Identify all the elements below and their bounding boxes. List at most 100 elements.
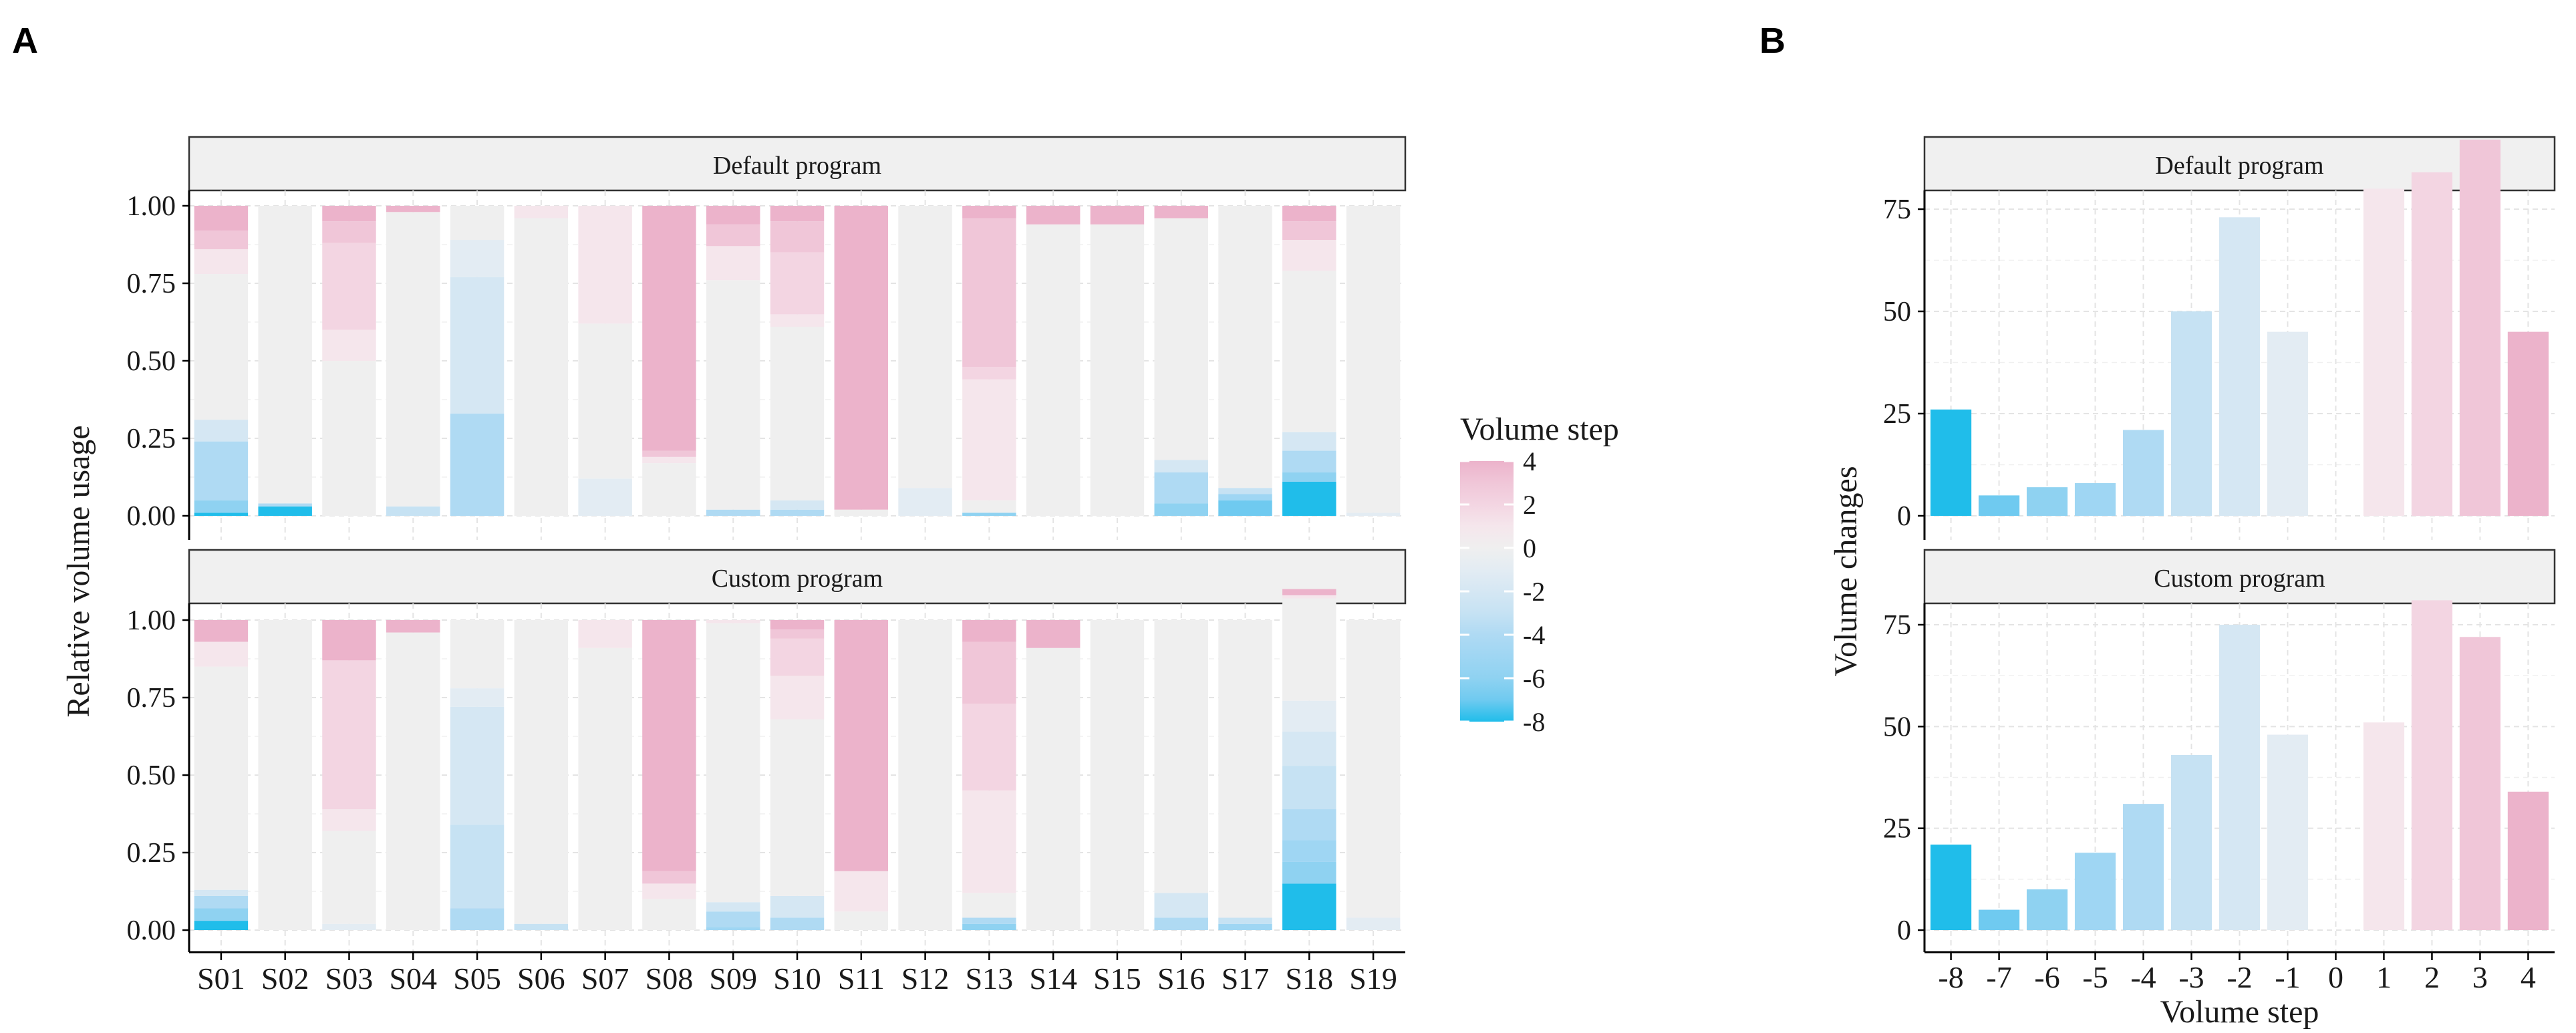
bar-segment-s03-step-1 [322,329,376,361]
bar-segment-s09-step-1 [706,620,760,623]
bar-segment-s03-step-1 [322,809,376,831]
bar-segment-s14-step-4 [1026,206,1081,225]
bar-segment-s01-step--2 [194,889,249,896]
x-tick-label-step: -4 [2130,960,2156,994]
bar-step-2 [2411,172,2453,516]
bar-segment-s19-step--1 [1346,512,1401,516]
bar-segment-s14-step-0 [1026,647,1081,930]
x-tick-label-s18: S18 [1286,962,1334,996]
bar-segment-s11-step-4 [834,206,889,510]
bar-segment-s07-step-0 [578,323,632,479]
x-tick-label-step: -2 [2227,960,2252,994]
bar-segment-s10-step-0 [770,326,825,500]
bar-segment-s05-step-0 [450,620,505,689]
x-tick-label-step: 0 [2328,960,2343,994]
bar-segment-s14-step-4 [1026,620,1081,648]
bar-segment-s19-step-0 [1346,620,1401,918]
bar-step--1 [2267,734,2309,930]
x-tick-label-s17: S17 [1222,962,1270,996]
bar-segment-s03-step--1 [322,923,376,930]
x-tick-label-s01: S01 [197,962,245,996]
bar-segment-s10-step--2 [770,500,825,510]
bar-segment-s06-step-0 [514,218,569,516]
x-tick-label-step: -7 [1986,960,2011,994]
bar-segment-s12-step-0 [898,620,952,930]
y-tick-label-b: 25 [1883,399,1911,430]
bar-segment-s05-step--2 [450,706,505,825]
bar-segment-s10-step-2 [770,252,825,315]
bar-step-3 [2459,139,2501,516]
bar-segment-s12-step-0 [898,206,952,488]
bar-segment-s03-step-2 [322,243,376,330]
bar-segment-s01-step--2 [194,420,249,442]
bar-segment-s08-step-3 [642,450,696,457]
bar-segment-s06-step-1 [514,206,569,218]
bar-segment-s03-step-0 [322,831,376,924]
bar-step-1 [2363,188,2405,516]
y-tick-label-a: 0.00 [127,501,176,532]
panel-label-b: B [1759,21,1785,61]
bar-segment-s04-step-0 [386,212,440,507]
bar-segment-s10-step-3 [770,629,825,639]
x-tick-label-step: -1 [2275,960,2300,994]
bar-segment-s17-step--7 [1218,500,1272,516]
bar-segment-s01-step-4 [194,206,249,231]
bar-segment-s09-step--4 [706,911,760,927]
bar-segment-s08-step-4 [642,620,696,871]
facet-title-a-1: Default program [713,152,881,180]
x-tick-label-s11: S11 [838,962,885,996]
bar-segment-s01-step--6 [194,908,249,921]
x-tick-label-s03: S03 [325,962,374,996]
bar-segment-s11-step-0 [834,509,889,516]
bar-segment-s03-step-3 [322,221,376,243]
bar-segment-s16-step-4 [1154,206,1208,218]
x-tick-label-s02: S02 [261,962,309,996]
bar-segment-s10-step--4 [770,509,825,516]
bar-segment-s01-step--8 [194,921,249,930]
y-tick-label-a: 0.25 [127,838,176,869]
bar-step--8 [1930,409,1972,516]
bar-segment-s08-step-1 [642,883,696,899]
bar-segment-s17-step--5 [1218,923,1272,930]
bar-segment-s18-step-4 [1282,589,1336,595]
bar-segment-s13-step-0 [962,893,1016,918]
bar-segment-s01-step-3 [194,231,249,249]
y-tick-label-b: 50 [1883,712,1911,742]
bar-segment-s05-step--4 [450,908,505,930]
bar-segment-s16-step--2 [1154,893,1208,918]
bar-segment-s06-step-0 [514,620,569,924]
bar-segment-s01-step-0 [194,274,249,420]
bar-step--2 [2219,625,2261,930]
bar-segment-s03-step-2 [322,660,376,810]
bar-segment-s01-step-1 [194,641,249,667]
bar-segment-s17-step-0 [1218,620,1272,918]
bar-segment-s07-step-1 [578,206,632,324]
bar-segment-s17-step--3 [1218,917,1272,924]
bar-segment-s13-step-1 [962,379,1016,500]
panel-label-a: A [12,21,38,61]
y-tick-label-a: 0.75 [127,683,176,714]
bar-segment-s13-step--4 [962,917,1016,924]
bar-segment-s08-step-4 [642,206,696,451]
bar-segment-s18-step--2 [1282,732,1336,766]
bar-segment-s16-step--4 [1154,917,1208,930]
bar-segment-s04-step-0 [386,632,440,930]
bar-segment-s07-step-1 [578,620,632,648]
bar-segment-s09-step-0 [706,280,760,510]
facet-strip-a-2 [188,549,1407,605]
y-tick-label-b: 0 [1897,915,1911,946]
y-tick-label-b: 75 [1883,194,1911,225]
legend-label: -2 [1523,577,1545,607]
bar-segment-s16-step--2 [1154,460,1208,473]
bar-segment-s01-step-1 [194,249,249,275]
bar-step--3 [2170,311,2212,516]
bar-segment-s10-step-4 [770,620,825,629]
bar-segment-s01-step--6 [194,500,249,513]
bar-segment-s07-step-0 [578,647,632,930]
bar-segment-s15-step-0 [1090,620,1145,930]
bar-segment-s08-step-0 [642,899,696,930]
bar-segment-s19-step--1 [1346,917,1401,930]
x-axis-title-b: Volume step [2160,994,2319,1030]
bar-step--4 [2122,804,2164,930]
